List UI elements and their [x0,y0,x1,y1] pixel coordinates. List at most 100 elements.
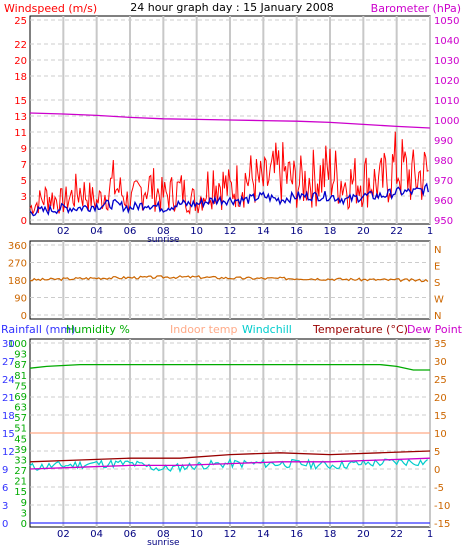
y-tick-label: 25 [14,16,27,27]
rainfall-tick-label: 0 [2,519,8,530]
temperature-line [29,450,431,463]
y-tick-label: 15 [434,411,447,422]
rainfall-tick-label: 27 [2,357,15,368]
humidity-tick-label: 69 [14,392,27,403]
y-tick-label: 960 [434,196,453,207]
humidity-tick-label: 3 [21,508,27,519]
legend-humidity: Humidity % [66,323,130,336]
humidity-tick-label: 39 [14,445,27,456]
humidity-tick-label: 87 [14,360,27,371]
x-tick-label: 12 [224,529,237,540]
y-tick-label: 13 [14,112,27,123]
sunrise-label: sunrise [147,538,180,548]
legend-dew-point: Dew Point [407,323,463,336]
humidity-tick-label: 63 [14,403,27,414]
y-tick-label: -15 [434,519,450,530]
x-tick-label: 06 [124,529,137,540]
x-tick-label: 16 [290,226,303,237]
windspeed-gust-line [29,131,429,216]
barometer-axis-label: Barometer (hPa) [371,2,461,15]
x-tick-label: 1 [427,529,433,540]
y-tick-label: N [434,311,441,322]
x-tick-label: 14 [257,529,270,540]
legend-windchill: Windchill [242,323,292,336]
humidity-line [29,363,430,371]
y-tick-label: -10 [434,501,450,512]
x-tick-label: 02 [57,226,70,237]
humidity-tick-label: 21 [14,477,27,488]
y-tick-label: 22 [14,40,27,51]
windchill-line [29,457,428,473]
y-tick-label: 0 [21,216,27,227]
barometer-line [29,112,431,129]
x-tick-label: 1 [427,226,433,237]
x-tick-label: 12 [224,226,237,237]
y-tick-label: -5 [434,483,444,494]
humidity-tick-label: 81 [14,371,27,382]
humidity-tick-label: 93 [14,350,27,361]
windspeed-axis-label: Windspeed (m/s) [4,2,97,15]
y-tick-label: 270 [8,259,27,270]
x-tick-label: 04 [90,226,103,237]
rainfall-tick-label: 21 [2,393,15,404]
y-tick-label: 35 [434,339,447,350]
y-tick-label: 1020 [434,76,459,87]
y-tick-label: 950 [434,216,453,227]
humidity-tick-label: 33 [14,455,27,466]
x-tick-label: 08 [157,226,170,237]
x-tick-label: 18 [324,529,337,540]
x-tick-label: 10 [190,226,203,237]
y-tick-label: 5 [434,447,440,458]
humidity-tick-label: 27 [14,466,27,477]
humidity-tick-label: 75 [14,381,27,392]
y-tick-label: 15 [14,96,27,107]
y-tick-label: 10 [434,429,447,440]
x-tick-label: 22 [390,226,403,237]
humidity-tick-label: 9 [21,498,27,509]
y-tick-label: N [434,245,441,256]
y-tick-label: 20 [14,56,27,67]
y-tick-label: 360 [8,241,27,252]
rainfall-tick-label: 3 [2,501,8,512]
x-tick-label: 08 [157,529,170,540]
rainfall-tick-label: 24 [2,375,15,386]
y-tick-label: 1010 [434,96,459,107]
y-tick-label: 18 [14,72,27,83]
series-layer [29,112,431,524]
y-tick-label: S [434,278,440,289]
rainfall-tick-label: 9 [2,465,8,476]
y-tick-label: E [434,262,440,273]
legend-indoor-temp: Indoor temp [170,323,237,336]
legend-temperature: Temperature (°C) [312,323,408,336]
humidity-tick-label: 15 [14,487,27,498]
x-tick-label: 22 [390,529,403,540]
rainfall-tick-label: 30 [2,339,15,350]
humidity-tick-label: 57 [14,413,27,424]
y-tick-label: 1050 [434,16,459,27]
rainfall-tick-label: 18 [2,411,15,422]
x-tick-label: 20 [357,529,370,540]
humidity-tick-label: 100 [8,339,27,350]
y-tick-label: 90 [14,294,27,305]
x-tick-label: 14 [257,226,270,237]
y-tick-label: 3 [21,192,27,203]
chart-title: 24 hour graph day : 15 January 2008 [130,1,334,14]
y-tick-label: W [434,295,444,306]
y-tick-label: 0 [434,465,440,476]
y-tick-label: 1040 [434,36,459,47]
y-tick-label: 1000 [434,116,459,127]
grid-layer [30,16,431,527]
y-tick-label: 7 [21,160,27,171]
y-tick-label: 990 [434,136,453,147]
x-tick-label: 20 [357,226,370,237]
rainfall-tick-label: 6 [2,483,8,494]
rainfall-tick-label: 15 [2,429,15,440]
dew-point-line [29,457,431,470]
windspeed-average-line [29,182,429,217]
rainfall-tick-label: 12 [2,447,15,458]
y-tick-label: 20 [434,393,447,404]
y-tick-label: 970 [434,176,453,187]
y-tick-label: 9 [21,144,27,155]
